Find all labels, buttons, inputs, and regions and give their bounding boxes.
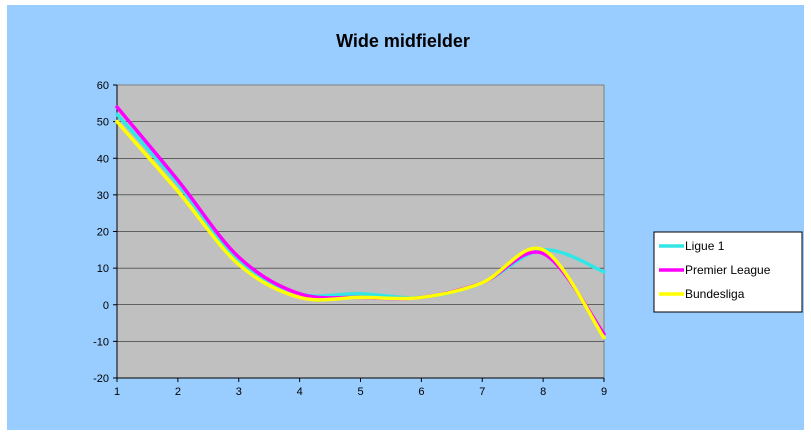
- x-tick-label: 5: [357, 386, 363, 398]
- x-tick-label: 6: [418, 386, 424, 398]
- y-tick-label: 10: [97, 263, 109, 275]
- y-tick-label: 20: [97, 227, 109, 239]
- y-tick-label: 0: [103, 300, 109, 312]
- series-line-2: [115, 119, 606, 340]
- x-tick-label: 2: [175, 386, 181, 398]
- y-tick-label: 30: [97, 190, 109, 202]
- chart-area: Wide midfielder -20 -10 0 10 20 30 40 50 60 1 2 3 4…: [7, 5, 804, 430]
- y-tick-label: 50: [97, 117, 109, 129]
- legend-label: Premier League: [685, 263, 771, 277]
- y-tick-label: 40: [97, 153, 109, 165]
- x-axis-tick-labels: 1 2 3 4 5 6 7 8 9: [114, 378, 607, 398]
- x-tick-label: 8: [540, 386, 546, 398]
- y-tick-label: -20: [93, 373, 109, 385]
- x-tick-label: 4: [297, 386, 303, 398]
- chart-title: Wide midfielder: [336, 31, 470, 51]
- y-axis-tick-labels: -20 -10 0 10 20 30 40 50 60: [93, 80, 109, 385]
- x-tick-label: 1: [114, 386, 120, 398]
- legend: Ligue 1 Premier League Bundesliga: [653, 231, 803, 313]
- series-lines: [115, 105, 606, 340]
- y-tick-label: 60: [97, 80, 109, 92]
- x-tick-label: 7: [479, 386, 485, 398]
- legend-label: Ligue 1: [685, 239, 725, 253]
- legend-label: Bundesliga: [685, 287, 745, 301]
- x-tick-label: 3: [236, 386, 242, 398]
- x-tick-label: 9: [601, 386, 607, 398]
- line-chart: Wide midfielder -20 -10 0 10 20 30 40 50 60 1 2 3 4…: [93, 31, 803, 398]
- y-tick-label: -10: [93, 336, 109, 348]
